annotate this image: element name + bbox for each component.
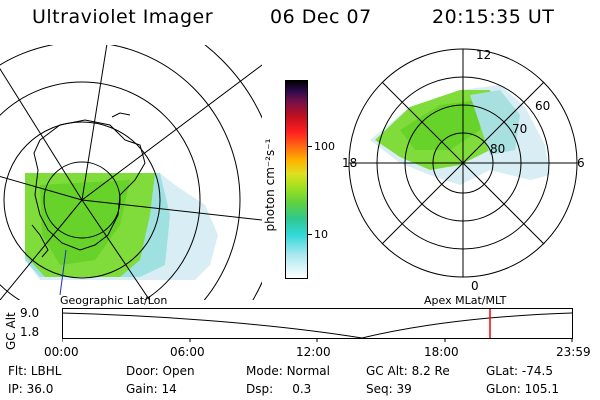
geographic-map (0, 45, 262, 300)
colorbar (285, 80, 308, 279)
colorbar-unit-label: photon cm⁻²s⁻¹ (263, 138, 277, 232)
colorbar-tick-100 (307, 146, 312, 147)
mlt-label-12: 12 (476, 48, 491, 62)
time-tick-1800: 18:00 (424, 345, 459, 359)
polar-caption: Apex MLat/MLT (424, 294, 507, 307)
colorbar-label-10: 10 (314, 228, 328, 241)
altitude-tick-1-8: 1.8 (20, 325, 40, 339)
instrument-title: Ultraviolet Imager (32, 6, 214, 28)
status-glon: GLon: 105.1 (486, 382, 559, 396)
mlat-label-80: 80 (490, 142, 505, 156)
status-seq: Seq: 39 (366, 382, 412, 396)
altitude-tick-9: 9.0 (20, 306, 40, 320)
date-label: 06 Dec 07 (270, 6, 372, 28)
mlat-label-70: 70 (512, 122, 527, 136)
status-gc-alt: GC Alt: 8.2 Re (366, 364, 450, 378)
status-flt: Flt: LBHL (8, 364, 62, 378)
mlat-mlt-polar-plot: 12 18 6 0 60 70 80 (342, 48, 585, 293)
altitude-plot (62, 308, 573, 342)
time-tick-0000: 00:00 (44, 345, 79, 359)
mlt-label-0: 0 (471, 279, 479, 293)
status-mode: Mode: Normal (246, 364, 330, 378)
status-door: Door: Open (126, 364, 195, 378)
altitude-axis-label: GC Alt (4, 312, 18, 350)
colorbar-label-100: 100 (314, 140, 335, 153)
colorbar-tick-10 (307, 234, 312, 235)
status-ip: IP: 36.0 (8, 382, 54, 396)
mlat-label-60: 60 (535, 99, 550, 113)
geographic-caption: Geographic Lat/Lon (60, 294, 168, 307)
uv-swath-geographic (25, 173, 218, 280)
mlt-label-18: 18 (342, 156, 357, 170)
time-tick-2359: 23:59 (556, 345, 591, 359)
time-tick-1200: 12:00 (296, 345, 331, 359)
time-tick-0600: 06:00 (170, 345, 205, 359)
time-label: 20:15:35 UT (432, 6, 555, 28)
status-gain: Gain: 14 (126, 382, 177, 396)
mlt-label-6: 6 (577, 156, 585, 170)
status-dsp: Dsp: 0.3 (246, 382, 312, 396)
status-glat: GLat: -74.5 (486, 364, 553, 378)
